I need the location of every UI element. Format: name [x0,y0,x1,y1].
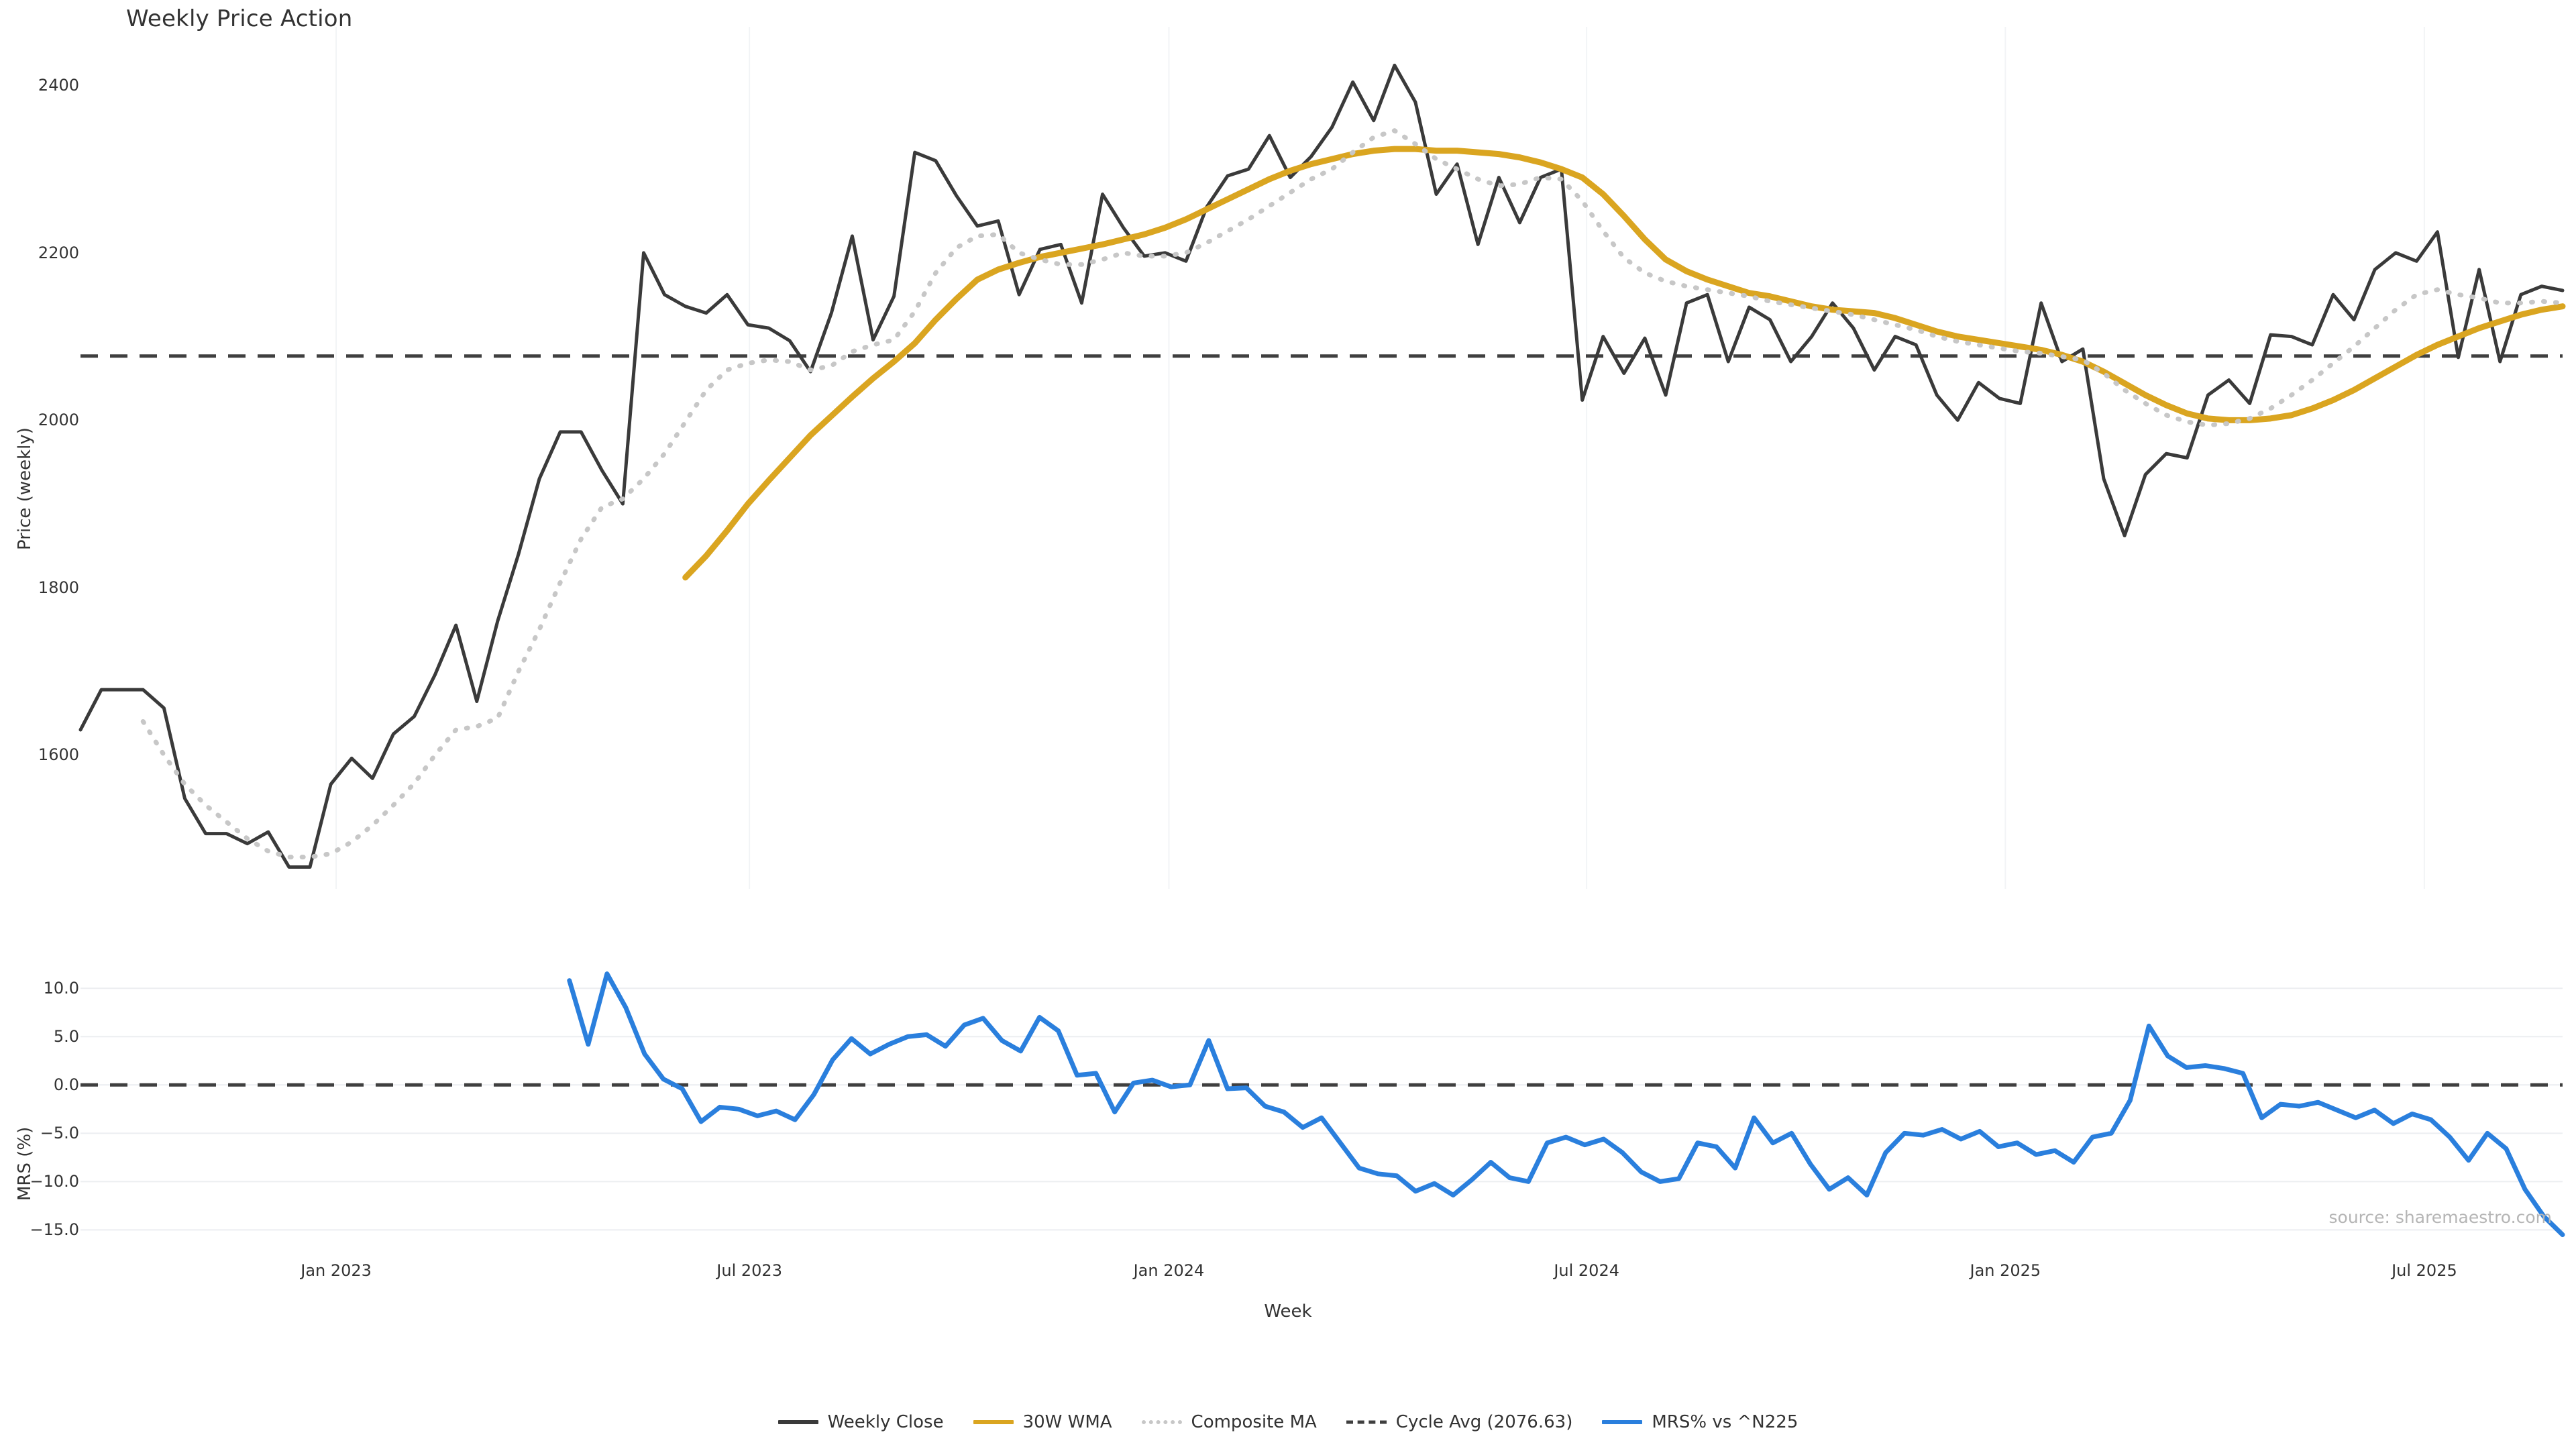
legend-label: Composite MA [1191,1412,1317,1432]
y-tick-label: 2400 [38,76,79,95]
legend-item[interactable]: Weekly Close [777,1412,944,1432]
y-tick-label: −15.0 [30,1220,79,1240]
x-tick-label: Jul 2024 [1554,1261,1619,1280]
y-tick-label: 5.0 [53,1027,79,1046]
x-axis-label: Week [1264,1301,1312,1322]
mrs-panel[interactable] [80,959,2565,1244]
page-title: Weekly Price Action [126,5,353,32]
y-tick-label: 1800 [38,578,79,597]
x-tick-label: Jul 2025 [2392,1261,2457,1280]
legend-label: Cycle Avg (2076.63) [1395,1412,1573,1432]
price-axis-label: Price (weekly) [15,427,35,550]
x-tick-label: Jan 2023 [301,1261,372,1280]
legend-swatch-icon [777,1416,818,1428]
series-mrs-vs-n225 [567,971,2565,1238]
y-tick-label: −10.0 [30,1172,79,1191]
legend-label: 30W WMA [1022,1412,1112,1432]
legend-label: Weekly Close [827,1412,944,1432]
legend-label: MRS% vs ^N225 [1652,1412,1799,1432]
y-tick-label: 10.0 [43,979,79,998]
series-weekly-close [78,63,2565,869]
y-tick-label: 1600 [38,745,79,765]
x-tick-label: Jul 2023 [716,1261,782,1280]
legend-item[interactable]: 30W WMA [973,1412,1112,1432]
legend-swatch-icon [1346,1416,1387,1428]
legend-swatch-icon [973,1416,1014,1428]
chart-legend: Weekly Close 30W WMA Composite MA Cycle Avg… [0,1412,2576,1432]
x-tick-label: Jan 2024 [1133,1261,1205,1280]
legend-item[interactable]: Composite MA [1141,1412,1317,1432]
y-tick-label: 2000 [38,411,79,430]
x-tick-label: Jan 2025 [1970,1261,2041,1280]
y-tick-label: −5.0 [40,1124,79,1143]
legend-swatch-icon [1602,1416,1643,1428]
legend-item[interactable]: Cycle Avg (2076.63) [1346,1412,1573,1432]
y-tick-label: 2200 [38,243,79,262]
series-composite-ma [140,128,2565,860]
legend-item[interactable]: MRS% vs ^N225 [1602,1412,1798,1432]
source-watermark: source: sharemaestro.com [2328,1208,2553,1227]
y-tick-label: 0.0 [53,1075,79,1095]
legend-swatch-icon [1141,1416,1182,1428]
price-panel[interactable] [78,27,2566,889]
